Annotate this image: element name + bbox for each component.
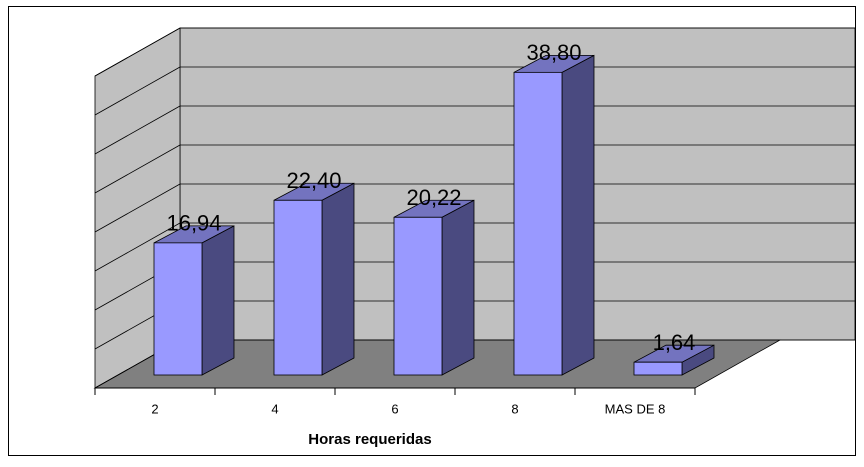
grid-line xyxy=(94,144,181,194)
data-label: 16,94 xyxy=(166,211,221,236)
x-tick-label: 6 xyxy=(391,401,398,416)
data-label: 38,80 xyxy=(526,40,581,65)
bar-side xyxy=(321,182,355,376)
bar-side xyxy=(561,54,595,376)
grid-line xyxy=(94,222,181,272)
grid-line xyxy=(94,183,181,233)
x-axis-title: Horas requeridas xyxy=(308,431,431,448)
x-tick-label: 4 xyxy=(271,401,278,416)
x-tick-label: 2 xyxy=(151,401,158,416)
bar xyxy=(513,71,563,376)
bar xyxy=(273,199,323,376)
bar xyxy=(153,242,203,376)
bar xyxy=(393,216,443,376)
grid-line xyxy=(94,27,181,77)
data-label: 20,22 xyxy=(406,185,461,210)
data-label: 1,64 xyxy=(653,330,696,355)
data-label: 22,40 xyxy=(286,168,341,193)
bar-side xyxy=(441,199,475,376)
grid-line xyxy=(94,66,181,116)
bar xyxy=(633,361,683,376)
x-tick-label: 8 xyxy=(511,401,518,416)
x-tick-label: MAS DE 8 xyxy=(605,401,666,416)
bar-side xyxy=(201,225,235,376)
grid-line xyxy=(94,105,181,155)
